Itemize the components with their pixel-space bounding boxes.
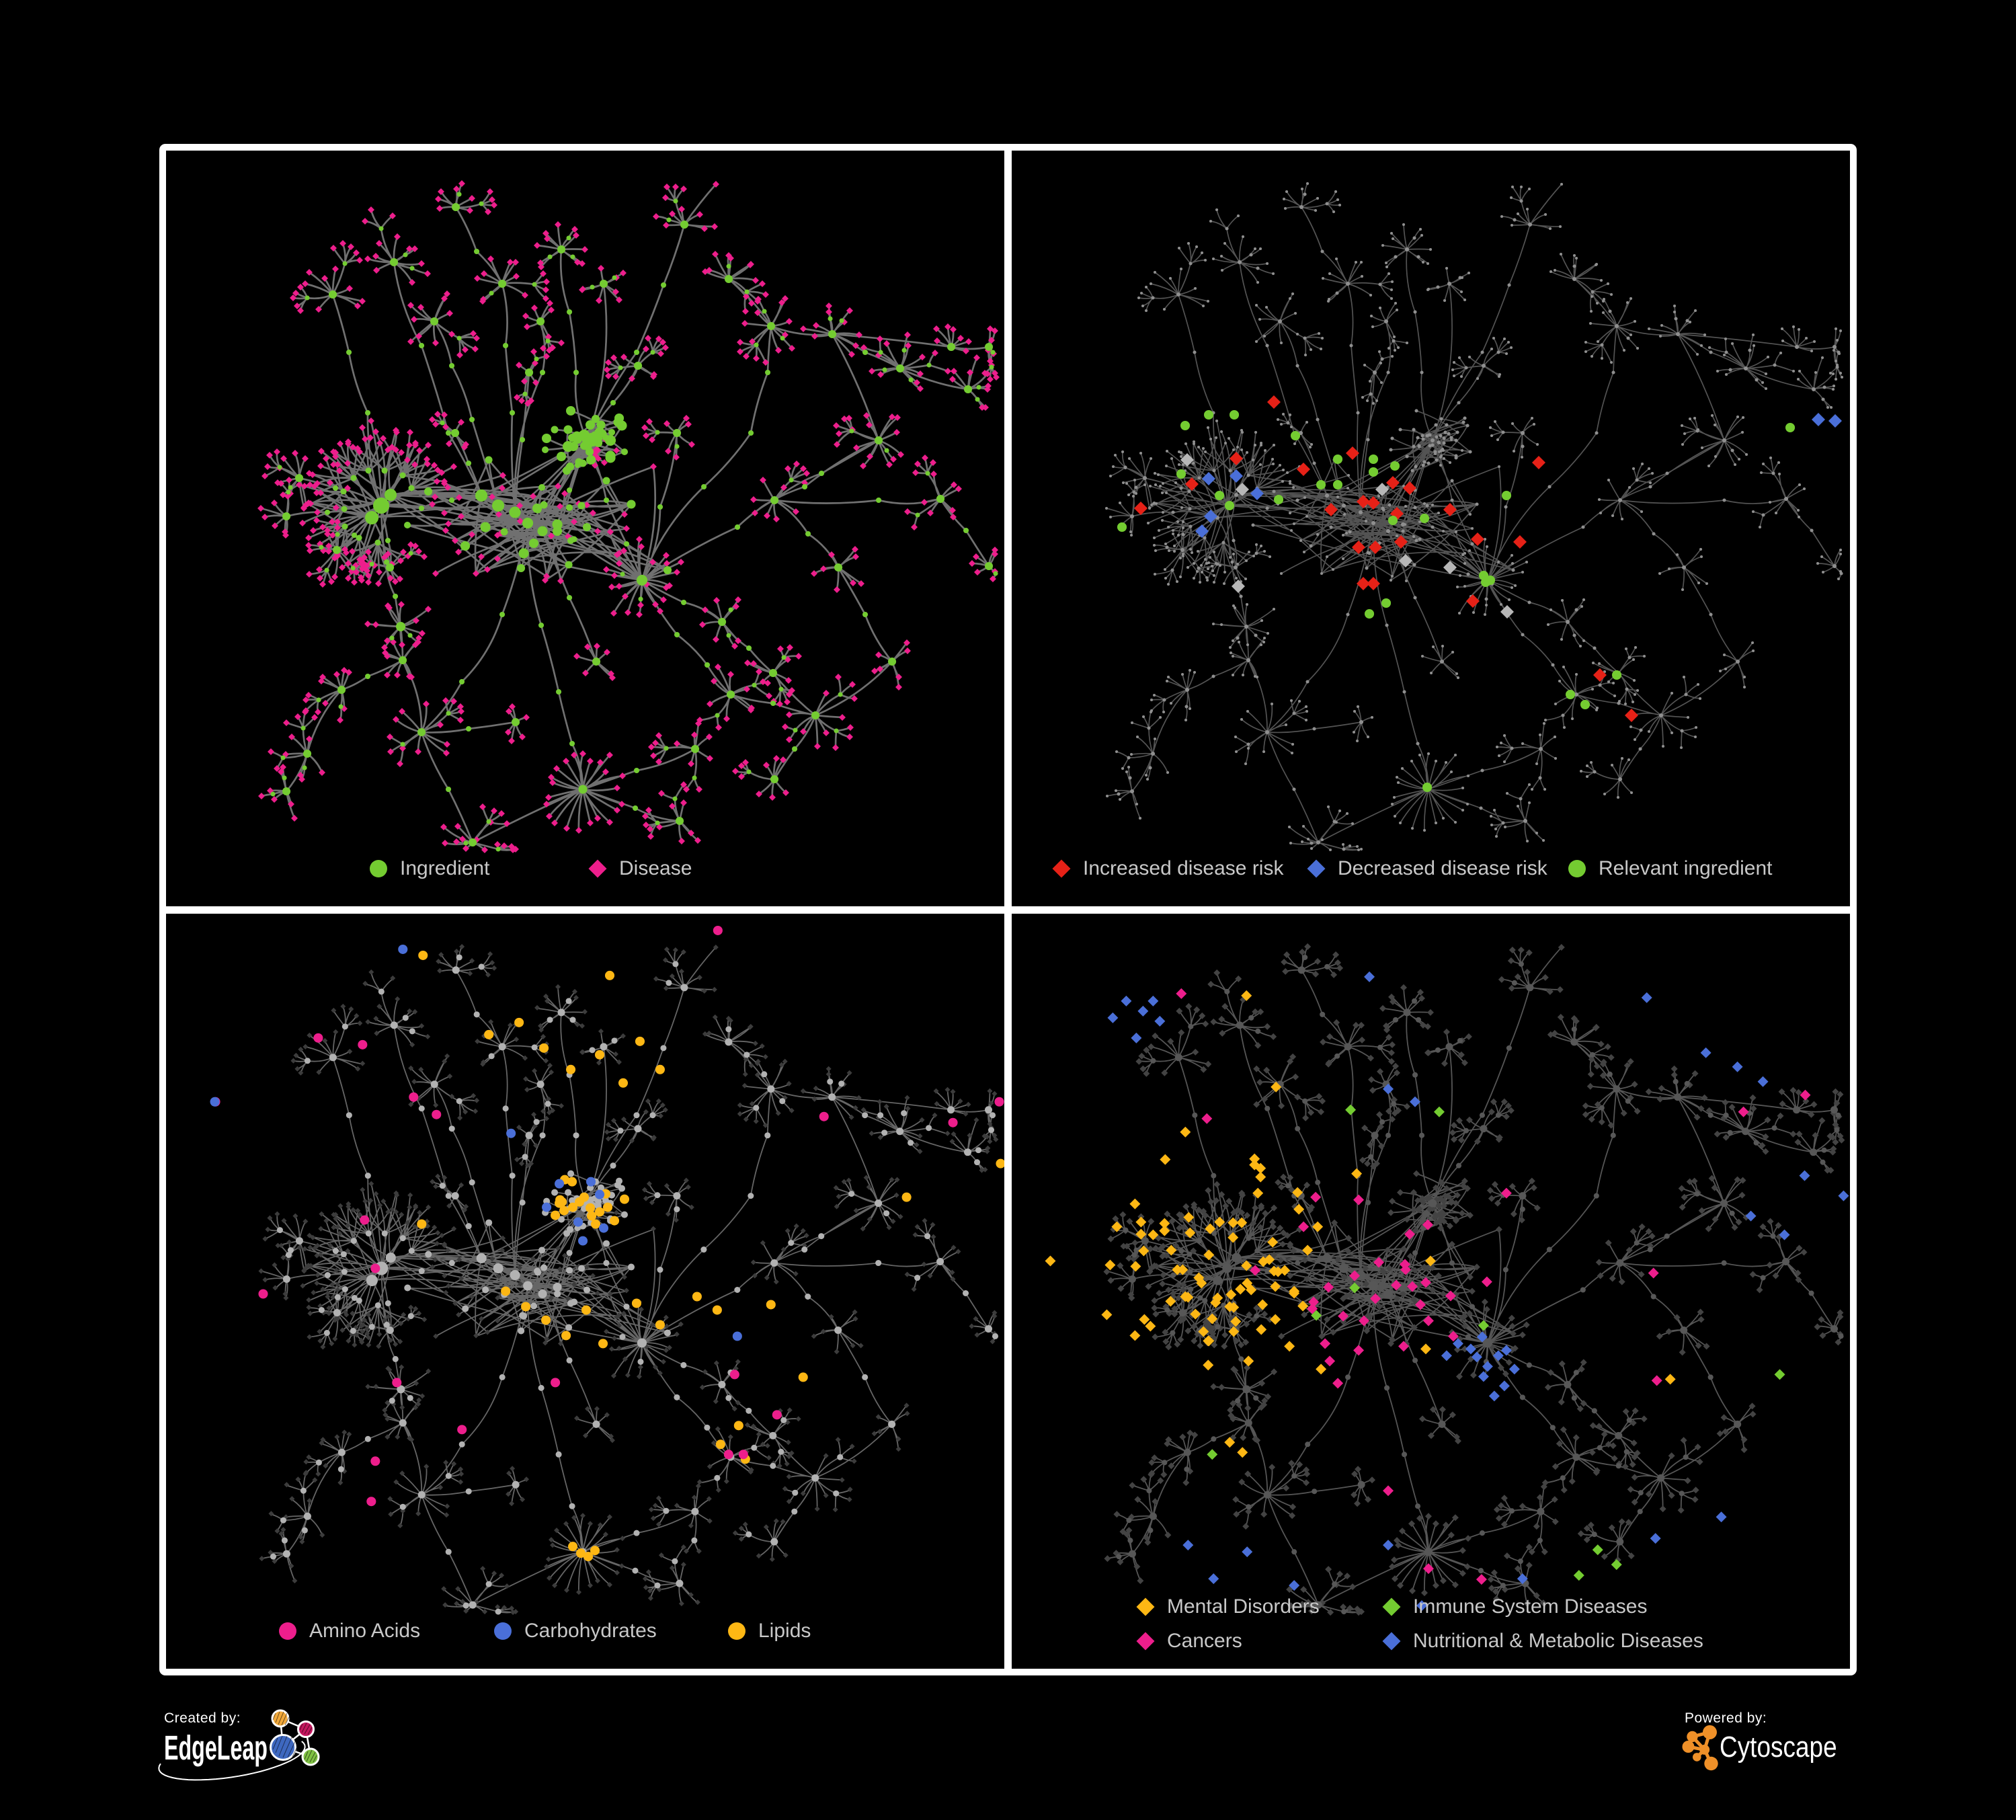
svg-text:EdgeLeap: EdgeLeap [164, 1729, 268, 1767]
